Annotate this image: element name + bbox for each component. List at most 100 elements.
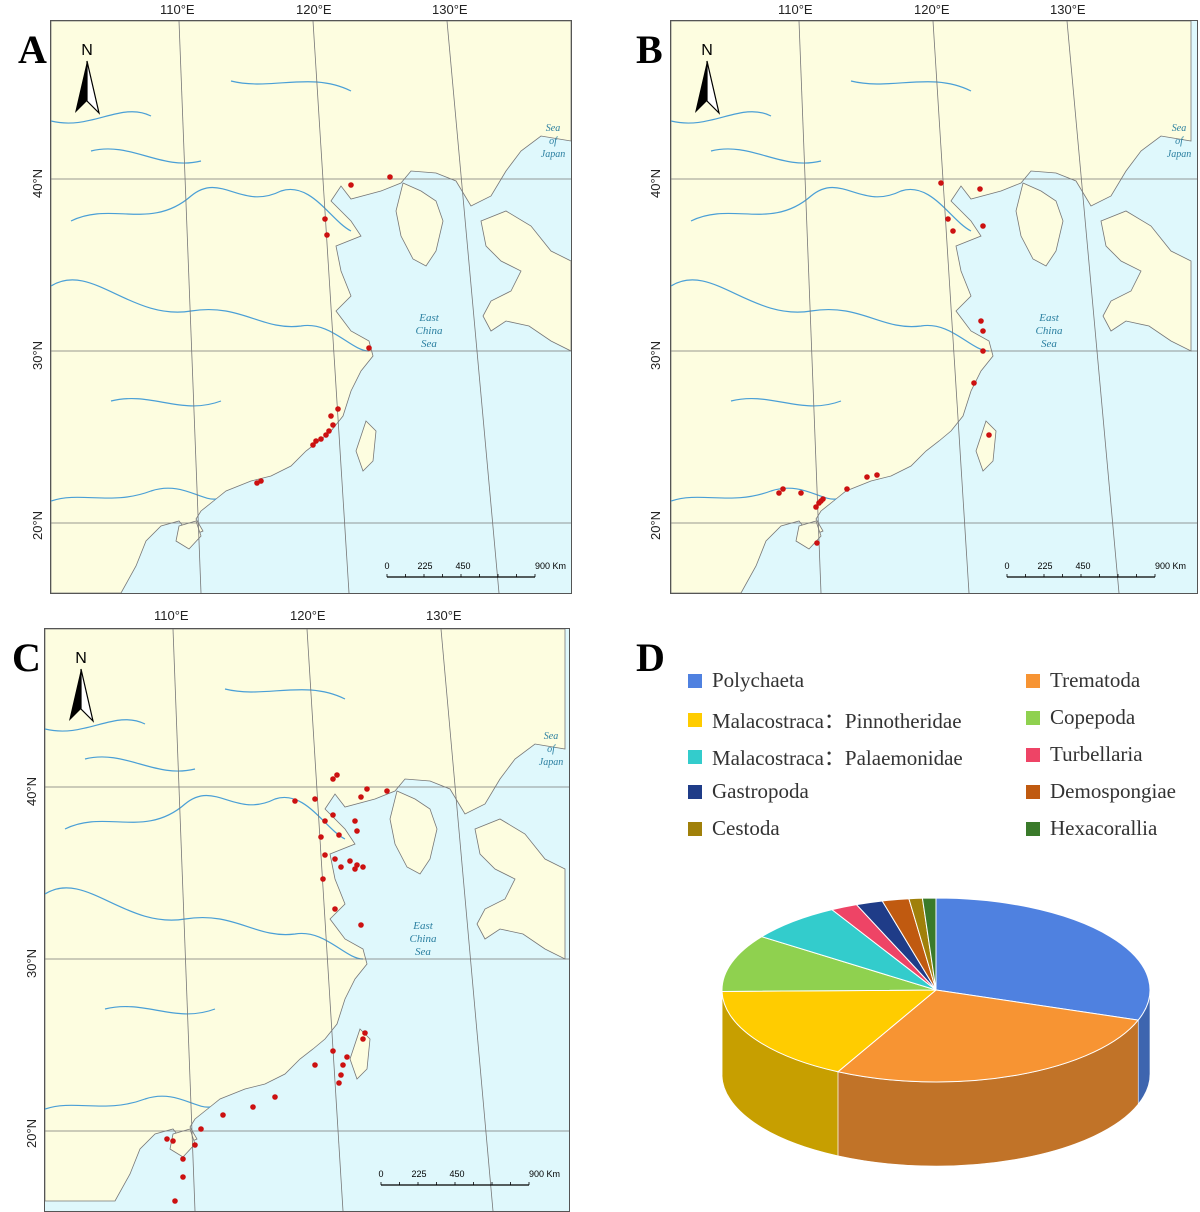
north-label: N [81,42,93,59]
sampling-site-dot [334,772,340,778]
sampling-site-dot [798,490,804,496]
sampling-site-dot [980,348,986,354]
legend-label: Polychaeta [712,668,805,692]
river [671,111,772,124]
north-arrow-left [69,669,81,721]
map-c: N Sea of Japan East China Sea 0 225 450 900 Km [44,628,570,1212]
legend-swatch [688,784,702,799]
river [730,397,842,407]
sampling-site-dot [344,1054,350,1060]
map-b: N Sea of Japan East China Sea 0 225 450 900 Km [670,20,1198,594]
sampling-site-dot [978,318,984,324]
pie-slice [836,989,1140,1083]
river [104,1005,216,1015]
sampling-site-dot [198,1126,204,1132]
sampling-site-dot [324,232,330,238]
sampling-site-dot [950,228,956,234]
legend-swatch [1026,821,1040,836]
sea-of-japan-label: Japan [541,149,565,160]
sampling-site-dot [352,818,358,824]
east-china-sea-label: China [1036,325,1063,337]
korea-peninsula [395,182,444,267]
legend-label: Malacostraca：Pinnotheridae [712,709,962,733]
sampling-site-dot [254,480,260,486]
sampling-site-dot [313,438,319,444]
panel-letter: D [636,635,665,680]
lat-label: 30°N [24,948,39,978]
legend-item: Copepoda [1026,705,1135,730]
lat-label: 30°N [30,340,45,370]
legend-item: Cestoda [688,816,780,841]
sampling-site-dot [366,345,372,351]
longitude-line [306,629,344,1211]
sampling-site-dot [348,182,354,188]
river [224,688,346,700]
longitude-line [440,629,494,1211]
sampling-site-dot [977,186,983,192]
legend-swatch [688,750,702,764]
river [110,397,222,407]
east-china-sea-label: Sea [421,338,437,350]
sampling-site-dot [844,486,850,492]
sampling-site-dot [362,1030,368,1036]
legend-label: Demospongiae [1050,779,1176,803]
sampling-site-dot [780,486,786,492]
sea-of-japan-label: Sea [546,123,560,134]
legend-swatch [1026,673,1040,688]
japan-islands [480,210,571,352]
lat-label: 20°N [24,1118,39,1148]
sampling-site-dot [864,474,870,480]
east-china-sea-label: China [416,325,443,337]
legend-item: Gastropoda [688,779,809,804]
sampling-site-dot [312,796,318,802]
lat-label: 40°N [648,168,663,198]
sampling-site-dot [180,1174,186,1180]
panel-letter: A [18,27,47,72]
sampling-site-dot [384,788,390,794]
sampling-site-dot [164,1136,170,1142]
panel-letter: C [12,635,41,680]
lon-label: 130°E [426,608,462,623]
sampling-site-dot [776,490,782,496]
sampling-site-dot [814,540,820,546]
lon-label: 110°E [778,2,813,17]
sampling-site-dot [312,1062,318,1068]
east-china-sea-label: East [1038,312,1060,324]
scale-label: 0 [378,1169,383,1179]
lon-label: 130°E [432,2,468,17]
longitude-line [798,21,822,593]
sampling-site-dot [352,866,358,872]
sampling-site-dot [338,1072,344,1078]
legend-label: Copepoda [1050,705,1136,729]
sampling-site-dot [874,472,880,478]
legend-label: Turbellaria [1050,742,1143,766]
sampling-site-dot [310,442,316,448]
legend-label: Gastropoda [712,779,809,803]
sampling-site-dot [347,858,353,864]
legend-swatch [688,821,702,836]
sampling-site-dot [340,1062,346,1068]
lon-label: 130°E [1050,2,1086,17]
pie-chart [721,897,1151,1167]
legend-swatch [688,713,702,727]
longitude-line [932,21,970,593]
sampling-site-dot [220,1112,226,1118]
longitude-line [178,21,202,593]
scale-label: 0 [384,561,389,571]
sampling-site-dot [320,876,326,882]
sea-of-japan-label: Japan [1167,149,1191,160]
sampling-site-dot [945,216,951,222]
river [70,186,352,232]
pie-slice [721,936,937,992]
longitude-line [172,629,196,1211]
sampling-site-dot [192,1142,198,1148]
east-china-sea-label: East [412,920,434,932]
lon-label: 120°E [296,2,332,17]
river [45,1095,211,1110]
river [64,794,346,840]
sea-of-japan-label: of [549,136,558,147]
pie-slice [921,897,937,991]
sampling-site-dot [326,428,332,434]
